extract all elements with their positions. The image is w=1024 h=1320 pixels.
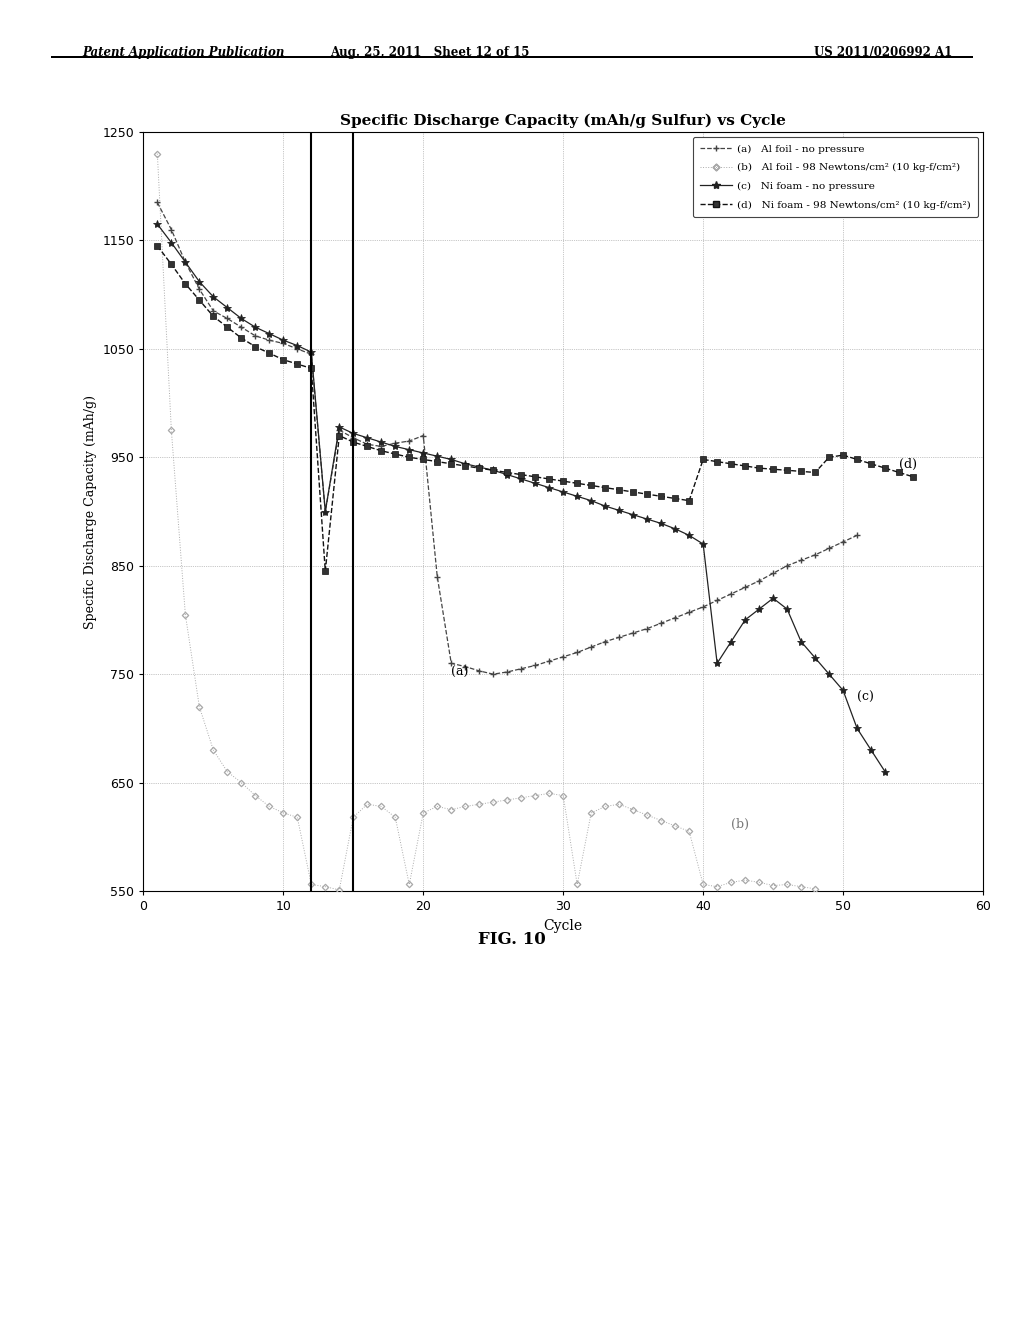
Text: Aug. 25, 2011   Sheet 12 of 15: Aug. 25, 2011 Sheet 12 of 15	[331, 46, 529, 59]
Text: (a): (a)	[452, 667, 469, 680]
Y-axis label: Specific Discharge Capacity (mAh/g): Specific Discharge Capacity (mAh/g)	[84, 395, 97, 628]
Text: FIG. 10: FIG. 10	[478, 931, 546, 948]
Text: (d): (d)	[899, 458, 918, 471]
Text: (c): (c)	[857, 692, 873, 705]
Text: (b): (b)	[731, 818, 750, 832]
X-axis label: Cycle: Cycle	[544, 919, 583, 933]
Legend: (a)   Al foil - no pressure, (b)   Al foil - 98 Newtons/cm² (10 kg-f/cm²), (c)  : (a) Al foil - no pressure, (b) Al foil -…	[693, 137, 978, 216]
Text: Patent Application Publication: Patent Application Publication	[82, 46, 285, 59]
Title: Specific Discharge Capacity (mAh/g Sulfur) vs Cycle: Specific Discharge Capacity (mAh/g Sulfu…	[340, 114, 786, 128]
Text: US 2011/0206992 A1: US 2011/0206992 A1	[814, 46, 952, 59]
